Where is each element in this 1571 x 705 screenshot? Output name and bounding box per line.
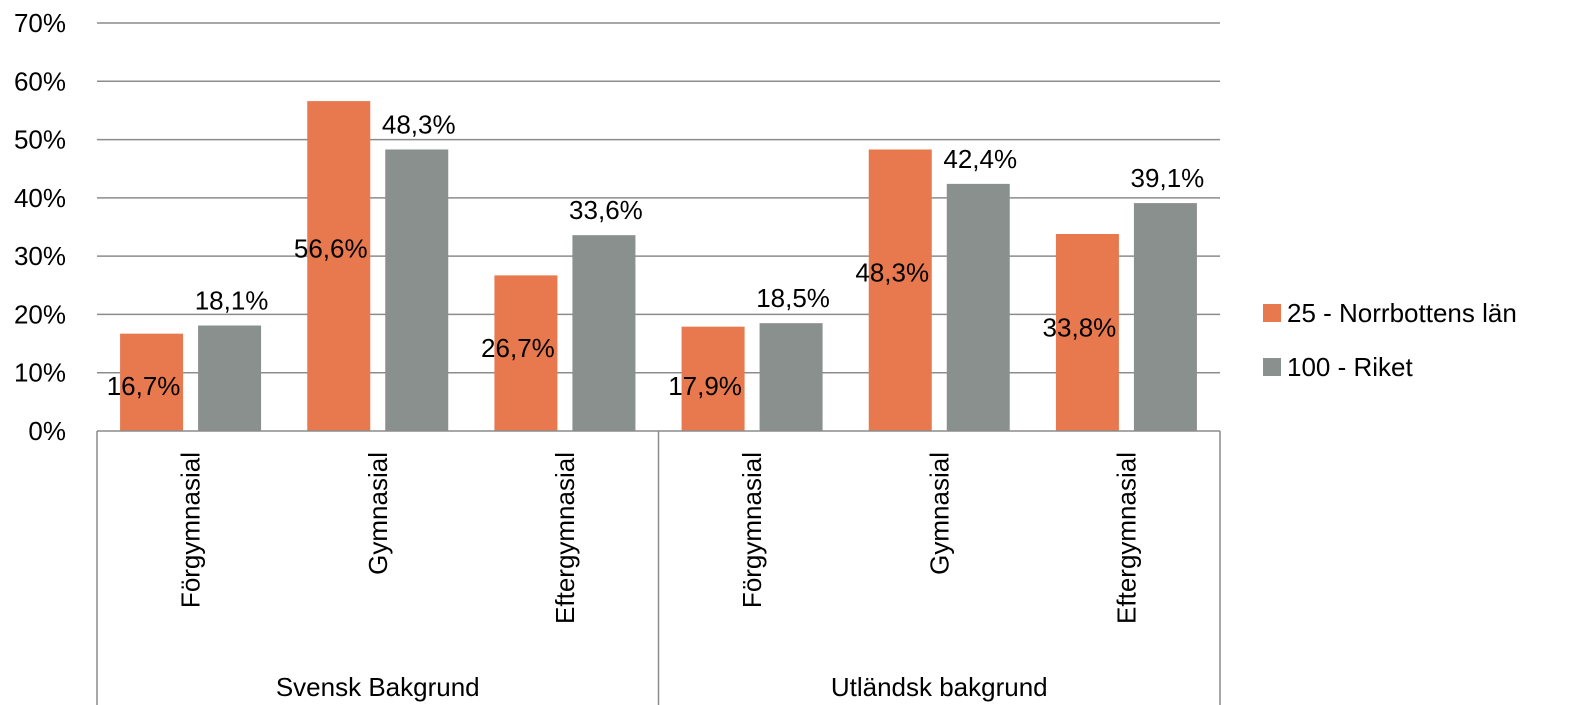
data-label: 39,1% <box>1131 163 1205 193</box>
data-label: 42,4% <box>943 144 1017 174</box>
y-tick-label: 40% <box>14 183 66 213</box>
legend-label: 100 - Riket <box>1287 352 1413 382</box>
data-label: 33,8% <box>1043 312 1117 342</box>
legend: 25 - Norrbottens län 100 - Riket <box>1263 298 1517 382</box>
y-axis-tick-labels: 0% 10% 20% 30% 40% 50% 60% 70% <box>14 8 66 446</box>
y-tick-label: 20% <box>14 299 66 329</box>
data-labels: 16,7% 56,6% 26,7% 17,9% 48,3% 33,8% 18,1% 48,3%… <box>107 109 1205 401</box>
legend-swatch <box>1263 358 1281 376</box>
data-label: 26,7% <box>481 333 555 363</box>
bar <box>681 326 745 431</box>
data-label: 56,6% <box>294 233 368 263</box>
gridlines <box>97 22 1220 374</box>
bar <box>385 149 449 432</box>
data-label: 18,5% <box>756 283 830 313</box>
bar <box>307 101 371 432</box>
category-label: Eftergymnasial <box>1111 452 1141 624</box>
y-tick-label: 60% <box>14 66 66 96</box>
category-label: Förgymnasial <box>176 452 206 608</box>
legend-label: 25 - Norrbottens län <box>1287 298 1517 328</box>
data-label: 18,1% <box>195 286 269 316</box>
group-label: Svensk Bakgrund <box>276 672 480 702</box>
category-label: Förgymnasial <box>737 452 767 608</box>
data-label: 48,3% <box>382 109 456 139</box>
bar <box>198 325 262 431</box>
y-tick-label: 50% <box>14 125 66 155</box>
bar <box>1055 233 1119 431</box>
group-label: Utländsk bakgrund <box>831 672 1048 702</box>
bars <box>120 101 1197 432</box>
category-axis: Förgymnasial Gymnasial Eftergymnasial Svens… <box>96 430 1221 705</box>
bar <box>120 333 184 431</box>
category-label: Gymnasial <box>924 452 954 575</box>
bar <box>572 235 636 431</box>
y-tick-label: 70% <box>14 8 66 38</box>
category-label: Eftergymnasial <box>550 452 580 624</box>
data-label: 16,7% <box>107 371 181 401</box>
legend-swatch <box>1263 304 1281 322</box>
bar <box>759 323 823 431</box>
category-label: Gymnasial <box>363 452 393 575</box>
bar <box>1133 203 1197 431</box>
y-tick-label: 10% <box>14 358 66 388</box>
data-label: 33,6% <box>569 195 643 225</box>
bar <box>946 183 1010 431</box>
bar <box>494 275 558 431</box>
y-tick-label: 30% <box>14 241 66 271</box>
y-tick-label: 0% <box>28 416 66 446</box>
data-label: 48,3% <box>855 257 929 287</box>
data-label: 17,9% <box>668 371 742 401</box>
bar <box>868 149 932 432</box>
